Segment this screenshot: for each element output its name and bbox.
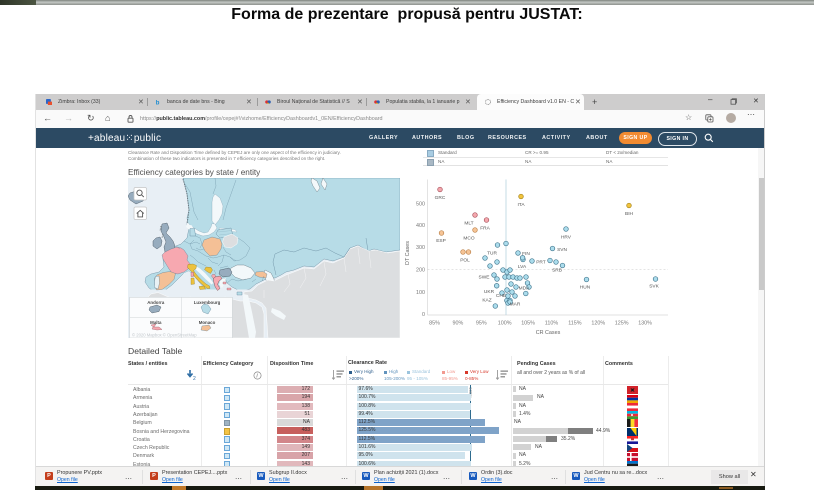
svg-text:ITA: ITA — [517, 202, 525, 208]
svg-text:b: b — [156, 100, 160, 105]
svg-text:0: 0 — [422, 312, 425, 318]
svg-text:130%: 130% — [638, 321, 652, 327]
svg-text:HRV: HRV — [561, 235, 572, 241]
svg-text:SRB: SRB — [552, 268, 562, 274]
svg-text:500: 500 — [416, 201, 425, 207]
svg-text:MCO: MCO — [463, 236, 474, 242]
svg-text:MDA: MDA — [519, 286, 530, 292]
svg-text:POL: POL — [460, 258, 470, 264]
svg-text:KAZ: KAZ — [482, 298, 491, 304]
svg-text:100: 100 — [416, 290, 425, 296]
svg-text:2: 2 — [193, 376, 196, 381]
svg-text:100%: 100% — [498, 321, 512, 327]
svg-text:FRA: FRA — [480, 226, 490, 232]
svg-text:CHE: CHE — [496, 293, 506, 299]
svg-text:BIH: BIH — [625, 211, 634, 217]
svg-text:120%: 120% — [591, 321, 605, 327]
svg-text:400: 400 — [416, 223, 425, 229]
svg-text:© 2020 Mapbox © OpenStreetMap: © 2020 Mapbox © OpenStreetMap — [132, 333, 197, 338]
svg-text:ESP: ESP — [436, 238, 446, 244]
svg-text:MAR: MAR — [510, 302, 521, 308]
svg-text:SWE: SWE — [479, 275, 490, 281]
svg-text:GRC: GRC — [435, 195, 446, 201]
svg-text:CR Cases: CR Cases — [536, 330, 561, 336]
svg-text:Monaco: Monaco — [199, 320, 216, 325]
svg-text:DT Cases: DT Cases — [405, 241, 411, 265]
svg-text:Luxembourg: Luxembourg — [194, 300, 221, 305]
svg-text:200: 200 — [416, 267, 425, 273]
svg-text:TUR: TUR — [487, 251, 497, 257]
svg-text:HUN: HUN — [580, 285, 591, 291]
svg-text:PRT: PRT — [536, 260, 546, 266]
svg-text:105%: 105% — [521, 321, 535, 327]
svg-text:Malta: Malta — [150, 320, 162, 325]
svg-text:Andorra: Andorra — [147, 300, 165, 305]
svg-text:LVA: LVA — [518, 264, 527, 270]
svg-text:90%: 90% — [453, 321, 464, 327]
svg-text:UKR: UKR — [484, 289, 495, 295]
svg-text:115%: 115% — [568, 321, 582, 327]
svg-text:FIN: FIN — [522, 251, 530, 257]
svg-text:110%: 110% — [545, 321, 559, 327]
svg-text:85%: 85% — [429, 321, 440, 327]
svg-text:SVK: SVK — [649, 284, 659, 290]
svg-text:95%: 95% — [476, 321, 487, 327]
svg-text:125%: 125% — [615, 321, 629, 327]
svg-text:MLT: MLT — [464, 221, 473, 227]
svg-text:SVN: SVN — [557, 247, 567, 253]
svg-text:300: 300 — [416, 245, 425, 251]
svg-text:i: i — [256, 374, 258, 380]
